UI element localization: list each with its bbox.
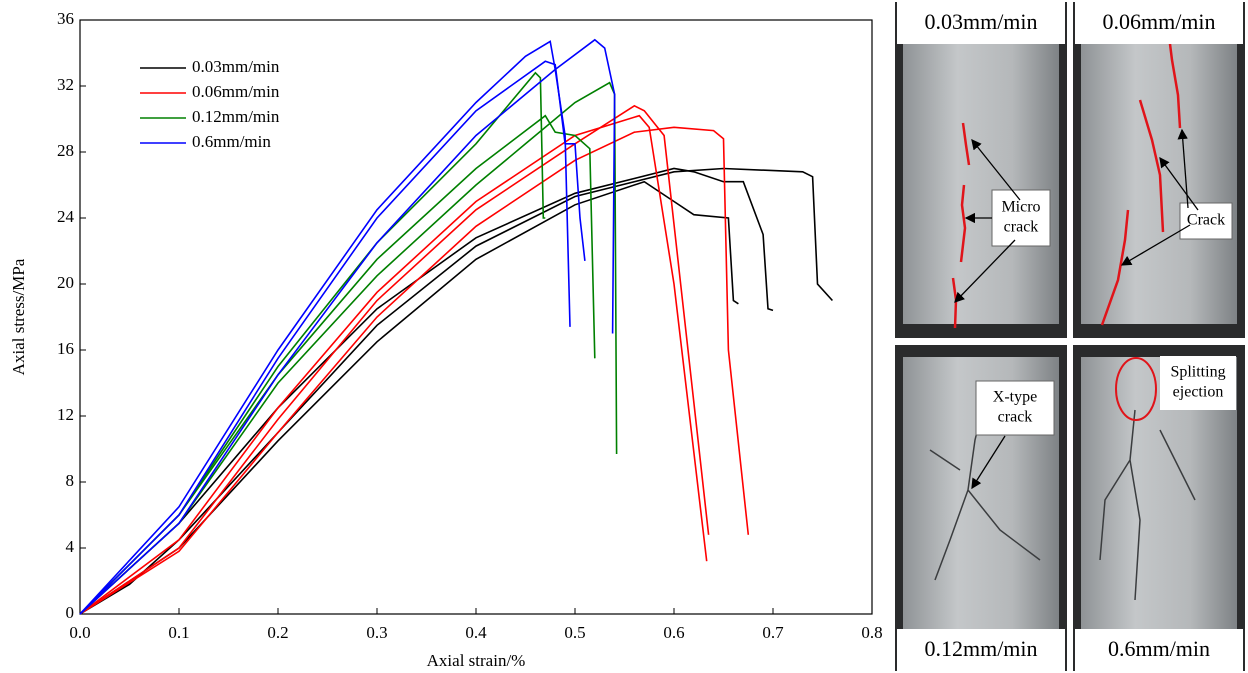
label-box: [1075, 2, 1243, 44]
y-tick-label: 0: [66, 603, 75, 622]
crack-mark: [961, 122, 971, 166]
legend-label: 0.03mm/min: [192, 57, 280, 76]
x-tick-label: 0.0: [69, 623, 90, 642]
legend-label: 0.06mm/min: [192, 82, 280, 101]
ejection-circle: [1115, 357, 1157, 421]
data-line: [79, 60, 586, 615]
note-box: [1179, 202, 1233, 240]
legend-label: 0.12mm/min: [192, 107, 280, 126]
data-line: [79, 114, 708, 615]
crack-line: [1099, 409, 1196, 601]
x-tick-label: 0.1: [168, 623, 189, 642]
label-box: [1075, 629, 1243, 671]
note-arrow: [971, 138, 1021, 201]
x-tick-label: 0.5: [564, 623, 585, 642]
note-arrow: [954, 239, 1016, 303]
data-line: [79, 81, 618, 615]
y-tick-label: 32: [57, 75, 74, 94]
panel-label: 0.6mm/min: [1108, 636, 1210, 661]
panel-label: 0.12mm/min: [924, 636, 1037, 661]
data-line: [79, 167, 774, 615]
y-axis-label: Axial stress/MPa: [9, 258, 28, 375]
note-arrow: [1120, 224, 1191, 266]
note-text: Crack: [1187, 212, 1225, 229]
data-line: [79, 167, 833, 615]
y-tick-label: 20: [57, 273, 74, 292]
x-tick-label: 0.7: [762, 623, 784, 642]
data-line: [79, 104, 710, 615]
note-text: crack: [1004, 219, 1039, 236]
label-box: [897, 2, 1065, 44]
note-arrow: [971, 435, 1006, 490]
x-axis-label: Axial strain/%: [427, 651, 526, 670]
y-tick-label: 12: [57, 405, 74, 424]
y-tick-label: 16: [57, 339, 74, 358]
y-tick-label: 28: [57, 141, 74, 160]
note-text: Micro: [1001, 199, 1040, 216]
data-line: [79, 114, 596, 615]
label-box: [897, 629, 1065, 671]
note-box: [1160, 356, 1236, 410]
panel-label: 0.06mm/min: [1102, 9, 1215, 34]
data-line: [79, 38, 616, 615]
crack-mark: [959, 184, 967, 263]
data-line: [79, 126, 750, 615]
x-tick-label: 0.8: [861, 623, 882, 642]
x-tick-label: 0.4: [465, 623, 487, 642]
data-line: [79, 40, 571, 615]
note-text: crack: [998, 409, 1033, 426]
crack-mark: [1138, 99, 1165, 233]
specimen: [903, 32, 1059, 324]
legend-label: 0.6mm/min: [192, 132, 271, 151]
note-text: ejection: [1173, 384, 1224, 401]
y-tick-label: 4: [66, 537, 75, 556]
panel-label: 0.03mm/min: [924, 9, 1037, 34]
data-line: [79, 71, 546, 615]
x-tick-label: 0.2: [267, 623, 288, 642]
note-text: X-type: [993, 389, 1037, 406]
y-tick-label: 8: [66, 471, 75, 490]
note-text: Splitting: [1170, 364, 1225, 381]
note-arrow: [1159, 156, 1199, 211]
x-tick-label: 0.6: [663, 623, 684, 642]
y-tick-label: 36: [57, 9, 74, 28]
note-box: [975, 380, 1055, 436]
note-box: [991, 189, 1051, 247]
data-line: [79, 180, 739, 615]
y-tick-label: 24: [57, 207, 75, 226]
x-tick-label: 0.3: [366, 623, 387, 642]
